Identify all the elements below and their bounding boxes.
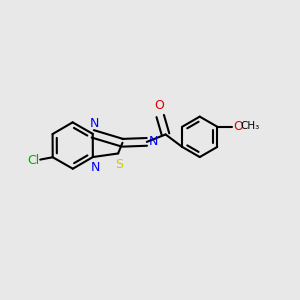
Text: O: O xyxy=(155,99,165,112)
Text: Cl: Cl xyxy=(27,154,39,167)
Text: N: N xyxy=(149,135,159,148)
Text: O: O xyxy=(233,120,243,133)
Text: CH₃: CH₃ xyxy=(240,122,260,131)
Text: N: N xyxy=(91,160,100,174)
Text: N: N xyxy=(89,117,99,130)
Text: S: S xyxy=(115,158,123,171)
